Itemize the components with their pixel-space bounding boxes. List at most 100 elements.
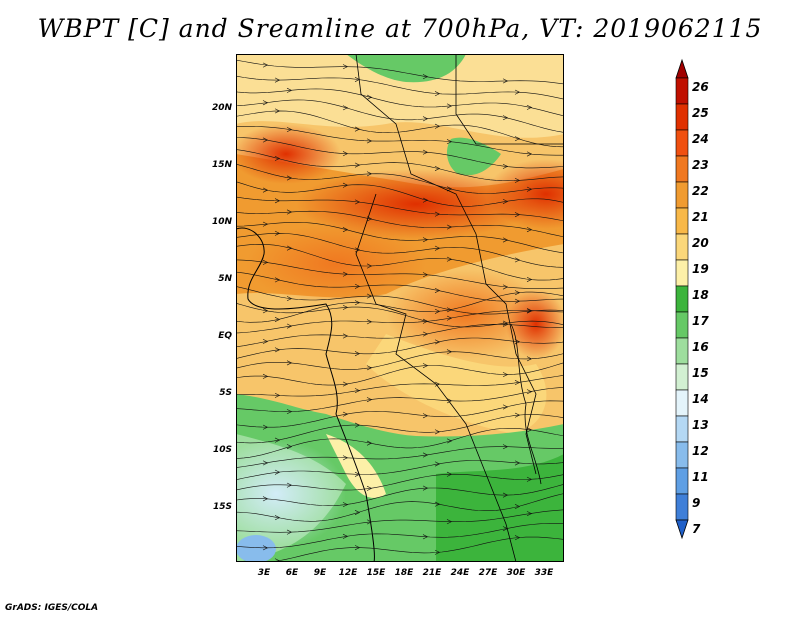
streamline [236, 181, 564, 207]
chart-title: WBPT [C] and Sreamline at 700hPa, VT: 20… [37, 14, 763, 43]
streamline-arrow [342, 381, 349, 387]
colorbar-box [675, 285, 689, 313]
streamline-arrow [422, 197, 429, 203]
lon-label-24e: 24E [450, 568, 470, 578]
colorbar-label: 14 [692, 392, 709, 406]
lon-label-6e: 6E [285, 568, 299, 578]
colorbar-label: 19 [692, 262, 709, 276]
colorbar-label: 15 [692, 366, 709, 380]
colorbar-box [675, 311, 689, 339]
colorbar-label: 22 [692, 184, 709, 198]
streamline-arrow [514, 257, 521, 263]
streamline-arrow [434, 501, 441, 507]
streamline-arrow [434, 308, 441, 314]
streamline [236, 75, 564, 100]
streamline-arrow [262, 424, 269, 430]
streamline-arrow [354, 545, 361, 551]
streamline [236, 243, 564, 281]
colorbar [675, 58, 689, 540]
streamline-arrow [526, 476, 533, 482]
streamline-arrow [446, 438, 453, 444]
streamline-arrow [366, 171, 373, 177]
streamline-arrow [526, 308, 533, 314]
streamline-arrow [434, 429, 441, 435]
streamline-arrow [354, 351, 361, 357]
streamline-arrow [526, 276, 533, 282]
streamline-arrow [502, 78, 509, 84]
border-line [355, 54, 537, 475]
streamline-arrow [342, 333, 349, 339]
lon-label-27e: 27E [478, 568, 498, 578]
streamline-arrow [354, 300, 361, 306]
streamline-arrow [422, 74, 429, 80]
streamline [236, 222, 564, 254]
streamline-arrow [342, 182, 349, 188]
colorbar-box [675, 259, 689, 287]
streamline-arrow [526, 356, 533, 362]
colorbar-label: 24 [692, 132, 709, 146]
streamline-arrow [514, 535, 521, 541]
footer-credit: GrADS: IGES/COLA [5, 603, 99, 613]
streamline-arrow [502, 404, 509, 410]
streamline-arrow [366, 365, 373, 371]
streamline [236, 310, 564, 334]
streamline-arrow [366, 397, 373, 403]
streamline-arrow [434, 123, 441, 129]
streamline [236, 163, 564, 194]
streamline-arrow [342, 227, 349, 233]
streamline-arrow [354, 162, 361, 168]
streamline-arrow [262, 496, 269, 502]
colorbar-box [675, 129, 689, 157]
streamline-arrow [262, 259, 269, 265]
streamline-arrow [342, 502, 349, 508]
streamline-arrow [514, 177, 521, 183]
colorbar-box [675, 181, 689, 209]
streamline-arrow [422, 452, 429, 458]
streamline [236, 232, 564, 268]
streamline [236, 302, 564, 328]
streamline [236, 324, 564, 348]
streamline [236, 362, 564, 386]
streamline-arrow [526, 511, 533, 517]
streamline [236, 271, 564, 302]
streamline-arrow [342, 64, 349, 70]
streamline-arrow [422, 485, 429, 491]
colorbar-box [675, 207, 689, 235]
streamline [236, 387, 564, 412]
streamline-arrow [354, 126, 361, 132]
streamline-arrow [514, 298, 521, 304]
streamline-arrow [262, 137, 269, 143]
streamline-arrow [502, 321, 509, 327]
streamline [236, 473, 564, 491]
streamline-arrow [342, 411, 349, 417]
streamline-arrow [434, 381, 441, 387]
lat-label-5n: 5N [218, 274, 232, 284]
streamline-arrow [366, 485, 373, 491]
streamline-arrow [262, 308, 269, 314]
streamline-arrow [526, 186, 533, 192]
streamline-arrow [354, 510, 361, 515]
lon-label-12e: 12E [338, 568, 358, 578]
streamline-arrow [514, 290, 521, 296]
streamline-arrow [446, 224, 453, 230]
streamline-arrow [502, 237, 509, 243]
streamline [236, 137, 564, 169]
streamline-arrow [434, 91, 441, 97]
streamline-arrow [434, 245, 441, 251]
streamline-arrow [366, 519, 373, 525]
field-north-green [346, 54, 466, 83]
map-panel [236, 54, 564, 562]
streamline-arrow [354, 283, 361, 289]
streamline-arrow [286, 245, 293, 251]
colorbar-label: 25 [692, 106, 709, 120]
streamline-arrow [434, 288, 441, 293]
streamline-arrow [422, 272, 429, 278]
colorbar-box [675, 467, 689, 495]
streamline-arrow [342, 455, 349, 461]
streamline-arrow [422, 363, 429, 369]
streamline-arrow [366, 440, 373, 446]
streamline-arrow [286, 482, 293, 488]
streamline [236, 493, 564, 522]
streamline-arrow [366, 293, 373, 299]
streamline-arrow [502, 163, 509, 169]
